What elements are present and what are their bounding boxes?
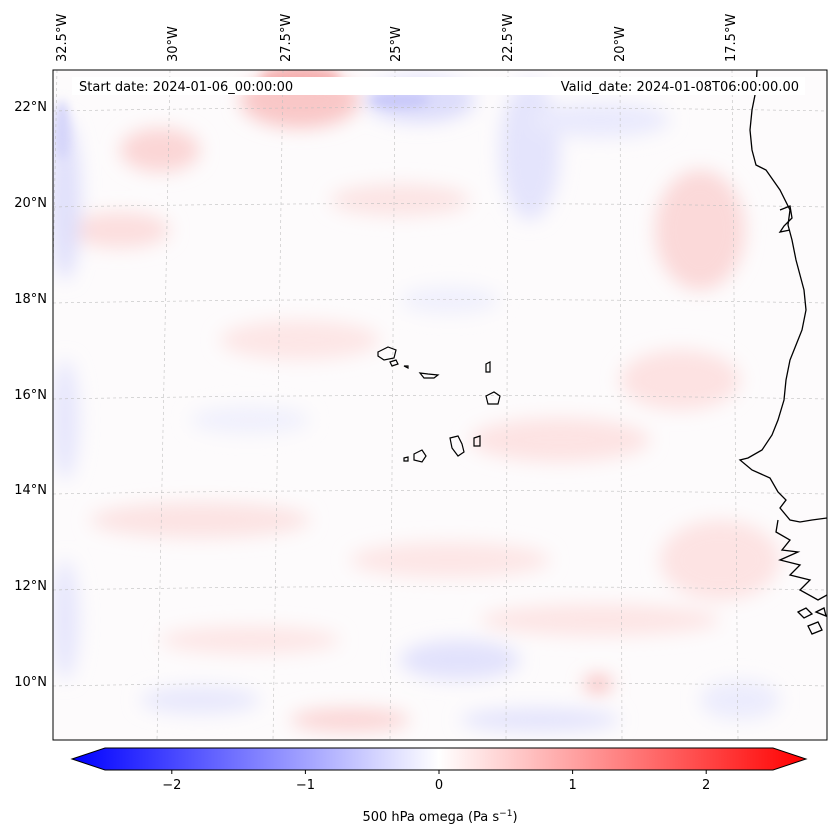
lat-label: 14°N	[14, 483, 47, 498]
colorbar-tick-label: −1	[296, 778, 315, 793]
lon-label: 20°W	[613, 26, 628, 62]
island-maio	[473, 435, 481, 447]
cape-verde-islands	[377, 346, 501, 463]
graticule	[53, 70, 827, 740]
map-area	[52, 69, 828, 741]
colorbar: −2 −1 0 1 2 500 hPa omega (Pa s−1)	[70, 747, 808, 825]
island-sal	[485, 361, 491, 373]
bijagos-islands	[796, 607, 827, 635]
omega-field	[53, 70, 827, 740]
island-santa-luzia	[403, 365, 409, 369]
africa-coast-south	[775, 519, 827, 601]
lon-label: 17.5°W	[724, 14, 739, 62]
lat-label: 10°N	[14, 675, 47, 690]
colorbar-tick-label: −2	[162, 778, 181, 793]
africa-coast	[738, 70, 827, 523]
island-santo-antao	[377, 346, 397, 361]
start-date-label: Start date: 2024-01-06_00:00:00	[79, 80, 293, 95]
colorbar-label-suffix: )	[512, 810, 517, 825]
lat-label: 18°N	[14, 292, 47, 307]
lat-label: 16°N	[14, 388, 47, 403]
coastline	[738, 70, 827, 635]
island-sao-nicolau	[418, 372, 440, 379]
colorbar-label-text: 500 hPa omega (Pa s	[362, 810, 499, 825]
colorbar-label-exponent: −1	[499, 809, 512, 819]
colorbar-ticks: −2 −1 0 1 2	[162, 770, 710, 793]
header-box	[72, 77, 805, 95]
island-fogo	[413, 449, 427, 463]
lon-label: 32.5°W	[55, 14, 70, 62]
island-sao-vicente	[389, 359, 399, 367]
map-frame	[52, 69, 828, 741]
colorbar-label: 500 hPa omega (Pa s−1)	[362, 809, 517, 825]
colorbar-tick-label: 2	[702, 778, 710, 793]
valid-date-label: Valid_date: 2024-01-08T06:00:00.00	[561, 80, 799, 95]
lon-label: 25°W	[389, 26, 404, 62]
colorbar-gradient	[70, 747, 808, 771]
island-brava	[403, 456, 409, 462]
coast-inlet	[778, 205, 793, 233]
lon-label: 30°W	[166, 26, 181, 62]
colorbar-tick-label: 1	[568, 778, 576, 793]
lon-label: 27.5°W	[279, 14, 294, 62]
lat-labels: 22°N 20°N 18°N 16°N 14°N 12°N 10°N	[14, 100, 47, 690]
lat-label: 20°N	[14, 196, 47, 211]
lat-label: 22°N	[14, 100, 47, 115]
colorbar-tick-label: 0	[435, 778, 443, 793]
lon-label: 22.5°W	[501, 14, 516, 62]
island-boa-vista	[485, 391, 501, 405]
island-santiago	[449, 435, 465, 457]
lon-labels: 32.5°W 30°W 27.5°W 25°W 22.5°W 20°W 17.5…	[55, 14, 739, 62]
lat-label: 12°N	[14, 579, 47, 594]
